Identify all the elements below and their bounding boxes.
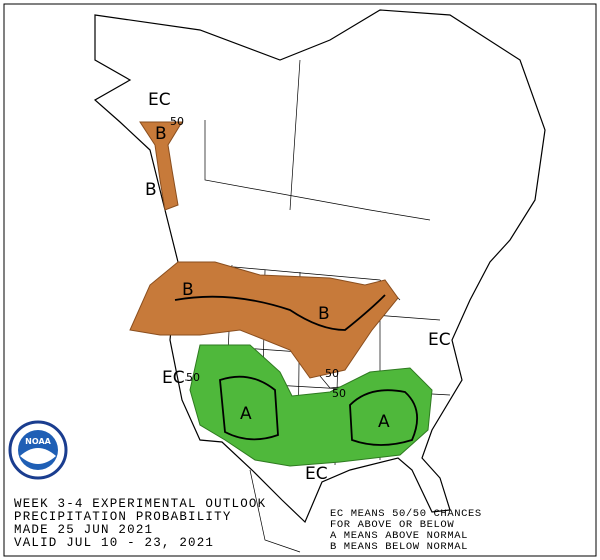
contour <box>219 375 279 441</box>
map-label: B <box>145 180 157 200</box>
map-label: B <box>155 124 167 144</box>
map-label: EC <box>148 90 171 110</box>
map-label: 50 <box>170 115 184 128</box>
map-label: B <box>182 280 194 300</box>
map-label: B <box>318 304 330 324</box>
footer-text: PRECIPITATION PROBABILITY <box>14 510 232 524</box>
footer-text: VALID JUL 10 - 23, 2021 <box>14 536 214 550</box>
map-label: 50 <box>332 387 346 400</box>
legend-text: EC MEANS 50/50 CHANCES <box>330 508 482 520</box>
map-label: EC <box>428 330 451 350</box>
below-normal-region <box>139 121 183 211</box>
footer-text: MADE 25 JUN 2021 <box>14 523 153 537</box>
footer-text: WEEK 3-4 EXPERIMENTAL OUTLOOK <box>14 497 266 511</box>
map-label: EC <box>305 464 328 484</box>
contour <box>349 389 419 446</box>
legend-text: FOR ABOVE OR BELOW <box>330 519 454 531</box>
legend-text: B MEANS BELOW NORMAL <box>330 541 468 553</box>
map-label: 50 <box>186 371 200 384</box>
logo-text: NOAA <box>25 437 51 446</box>
noaa-logo: NOAA <box>8 420 68 480</box>
map-label: 50 <box>325 367 339 380</box>
above-normal-region <box>189 344 433 467</box>
legend-text: A MEANS ABOVE NORMAL <box>330 530 468 542</box>
contour <box>174 294 386 331</box>
map-label: EC <box>162 368 185 388</box>
map-label: A <box>240 404 252 424</box>
map-label: A <box>378 412 390 432</box>
below-normal-region <box>129 261 399 379</box>
